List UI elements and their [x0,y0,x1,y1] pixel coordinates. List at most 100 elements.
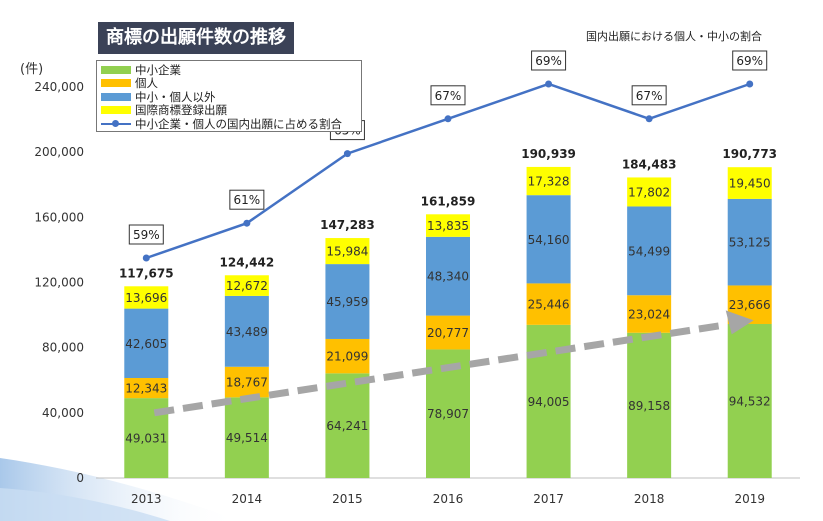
ratio-label: 61% [234,193,261,207]
bar-segment [526,283,571,325]
y-tick-label: 200,000 [34,145,84,159]
bar-total-label: 190,773 [722,147,777,161]
bar-segment [224,397,269,478]
bar-segment [727,323,772,478]
bar-total-label: 117,675 [119,266,174,280]
bar-value-label: 64,241 [326,419,368,433]
legend-item-sme: 中小企業 [101,63,357,77]
ratio-label: 69% [736,54,763,68]
x-tick-label: 2015 [332,492,363,506]
bar-total-label: 161,859 [421,194,476,208]
bar-segment [325,264,370,339]
x-tick-label: 2019 [734,492,765,506]
ratio-point [343,150,351,158]
bar-segment [325,338,370,374]
bar-value-label: 13,835 [427,219,469,233]
bar-value-label: 78,907 [427,407,469,421]
y-tick-label: 240,000 [34,80,84,94]
legend-label: 個人 [135,76,158,91]
bar-segment [426,236,470,316]
ratio-label-box [631,85,667,106]
bar-segment [325,238,370,265]
y-tick-label: 40,000 [42,406,84,420]
legend-line-swatch [101,120,131,128]
legend-item-ratio-line: 中小企業・個人の国内出願に占める割合 [101,117,357,131]
legend-item-international: 国際商標登録出願 [101,103,357,118]
bar-value-label: 49,031 [125,432,167,446]
bar-value-label: 53,125 [729,236,771,250]
bar-value-label: 13,696 [125,291,167,305]
legend-swatch [101,92,131,101]
legend-swatch [101,65,131,74]
chart-subtitle: 国内出願における個人・中小の割合 [586,30,762,43]
ratio-label-box [229,189,265,210]
bar-value-label: 45,959 [326,295,368,309]
y-tick-label: 80,000 [42,341,84,355]
bar-segment [124,286,169,309]
ratio-point [142,254,150,262]
ratio-label: 59% [133,228,160,242]
bar-value-label: 94,005 [528,395,570,409]
bar-segment [124,308,169,379]
bar-value-label: 23,024 [628,307,670,321]
legend: 中小企業 個人 中小・個人以外 国際商標登録出願 中小企業・個人の国内出願に占め… [96,60,362,132]
bar-value-label: 19,450 [729,177,771,191]
trend-arrow-head [725,310,754,335]
y-axis-unit: (件) [20,62,44,77]
ratio-label-box [128,224,164,245]
y-tick-label: 0 [76,471,84,485]
bar-value-label: 89,158 [628,399,670,413]
legend-item-individual: 個人 [101,76,357,91]
ratio-point [444,115,452,123]
x-tick-label: 2016 [433,492,464,506]
legend-label: 中小・個人以外 [135,89,216,104]
ratio-point [243,219,251,227]
bar-value-label: 48,340 [427,270,469,284]
bar-segment [627,206,672,296]
bar-value-label: 12,672 [226,279,268,293]
bar-segment [124,378,169,399]
bar-segment [426,315,470,350]
bar-value-label: 54,499 [628,244,670,258]
legend-label: 国際商標登録出願 [135,103,227,118]
ratio-point [645,115,653,123]
x-tick-label: 2017 [533,492,564,506]
legend-swatch [101,106,131,115]
bar-value-label: 94,532 [729,394,771,408]
x-tick-label: 2014 [232,492,263,506]
ratio-label: 67% [435,89,462,103]
bar-value-label: 12,343 [125,382,167,396]
bar-segment [727,198,772,286]
ratio-label-box [531,50,567,71]
bar-segment [426,214,470,237]
bar-value-label: 25,446 [528,298,570,312]
ratio-point [746,80,754,88]
bar-segment [627,332,672,478]
bar-value-label: 23,666 [729,298,771,312]
bar-total-label: 190,939 [521,147,576,161]
x-tick-label: 2018 [634,492,665,506]
bar-segment [627,295,672,333]
bar-segment [224,275,269,296]
x-tick-label: 2013 [131,492,162,506]
legend-label: 中小企業・個人の国内出願に占める割合 [135,116,342,131]
bar-segment [526,195,571,284]
bar-value-label: 18,767 [226,376,268,390]
legend-item-other: 中小・個人以外 [101,90,357,104]
ratio-label: 67% [636,89,663,103]
legend-swatch [101,79,131,88]
ratio-label-box [430,85,466,106]
decorative-wave [0,488,170,521]
bar-total-label: 184,483 [622,157,677,171]
bar-segment [727,167,772,199]
bar-value-label: 42,605 [125,337,167,351]
bar-value-label: 43,489 [226,325,268,339]
bar-value-label: 21,099 [326,350,368,364]
y-tick-label: 160,000 [34,210,84,224]
bar-value-label: 54,160 [528,233,570,247]
bar-segment [627,177,672,207]
bar-segment [526,166,571,196]
bar-segment [325,373,370,478]
trend-arrow-shaft [153,321,727,417]
